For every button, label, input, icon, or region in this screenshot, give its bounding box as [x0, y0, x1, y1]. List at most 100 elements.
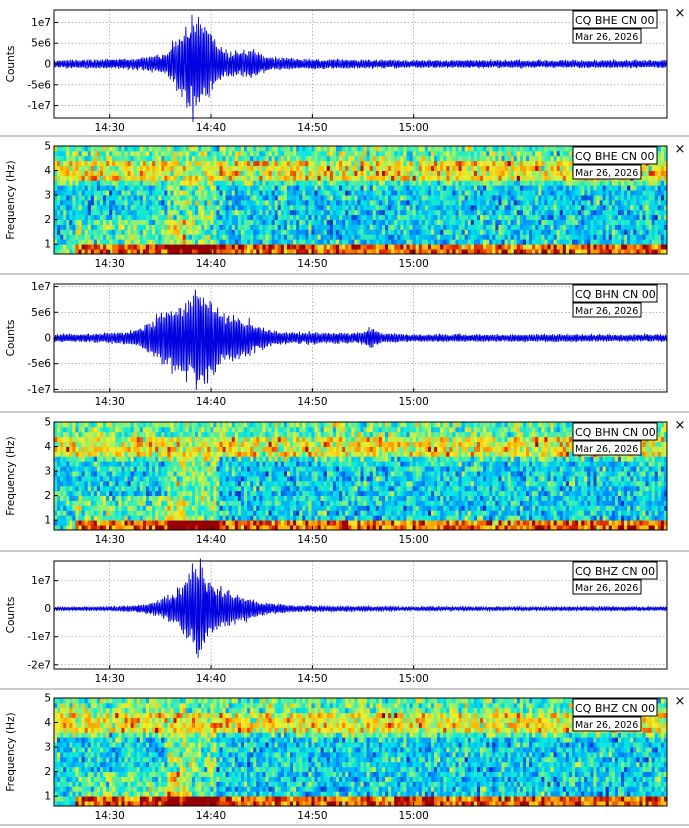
spectrogram-cell	[470, 155, 475, 162]
spectrogram-cell	[262, 224, 266, 230]
spectrogram-cell	[633, 195, 637, 201]
close-icon[interactable]: ×	[675, 142, 686, 157]
spectrogram-cell	[559, 165, 564, 171]
spectrogram-cell	[204, 150, 208, 157]
spectrogram-cell	[473, 219, 478, 225]
spectrogram-cell	[636, 224, 640, 230]
spectrogram-cell	[109, 229, 113, 235]
spectrogram-cell	[406, 209, 410, 216]
spectrogram-cell	[578, 239, 582, 245]
spectrogram-cell	[106, 510, 110, 516]
spectrogram-cell	[633, 190, 637, 196]
spectrogram-cell	[369, 160, 374, 167]
spectrogram-cell	[293, 195, 297, 201]
spectrogram-cell	[167, 224, 171, 230]
spectrogram-cell	[90, 204, 95, 211]
spectrogram-cell	[663, 214, 668, 221]
spectrogram-cell	[118, 422, 122, 428]
spectrogram-cell	[136, 185, 141, 191]
spectrogram-cell	[553, 146, 558, 152]
spectrogram-cell	[345, 249, 349, 255]
spectrogram-cell	[250, 224, 254, 230]
spectrogram-cell	[541, 175, 545, 181]
spectrogram-cell	[348, 204, 352, 211]
spectrogram-cell	[480, 200, 484, 206]
spectrogram-cell	[90, 185, 95, 191]
spectrogram-cell	[351, 204, 355, 211]
spectrogram-cell	[651, 185, 656, 191]
spectrogram-cell	[562, 249, 567, 255]
spectrogram-cell	[660, 224, 665, 230]
spectrogram-cell	[602, 190, 607, 196]
spectrogram-cell	[381, 214, 386, 221]
spectrogram-cell	[562, 244, 567, 250]
spectrogram-cell	[446, 229, 450, 235]
spectrogram-cell	[403, 244, 407, 250]
spectrogram-cell	[599, 209, 604, 216]
spectrogram-cell	[476, 195, 481, 201]
spectrogram-cell	[378, 214, 383, 221]
spectrogram-cell	[81, 505, 86, 511]
spectrogram-cell	[443, 209, 447, 216]
spectrogram-cell	[480, 239, 484, 245]
spectrogram-cell	[87, 209, 92, 216]
spectrogram-cell	[550, 160, 554, 167]
close-icon[interactable]: ×	[675, 6, 686, 21]
spectrogram-cell	[621, 229, 625, 235]
spectrogram-cell	[556, 239, 561, 245]
spectrogram-cell	[176, 239, 181, 245]
spectrogram-cell	[234, 214, 239, 221]
spectrogram-cell	[296, 200, 300, 206]
spectrogram-cell	[96, 165, 101, 171]
spectrogram-cell	[250, 214, 254, 221]
spectrogram-cell	[348, 219, 352, 225]
spectrogram-cell	[60, 249, 64, 255]
spectrogram-cell	[152, 165, 156, 171]
spectrogram-cell	[452, 195, 456, 201]
spectrogram-cell	[72, 510, 76, 516]
spectrogram-cell	[158, 204, 162, 211]
spectrogram-cell	[507, 170, 512, 176]
spectrogram-cell	[103, 451, 107, 457]
spectrogram-cell	[354, 249, 358, 255]
spectrogram-cell	[63, 510, 67, 516]
spectrogram-cell	[253, 155, 257, 162]
spectrogram-cell	[247, 239, 251, 245]
spectrogram-cell	[161, 239, 165, 245]
spectrogram-cell	[250, 175, 254, 181]
spectrogram-cell	[283, 195, 288, 201]
spectrogram-cell	[63, 480, 67, 487]
spectrogram-cell	[121, 219, 125, 225]
spectrogram-cell	[553, 185, 558, 191]
spectrogram-cell	[103, 185, 107, 191]
spectrogram-cell	[483, 190, 487, 196]
spectrogram-cell	[277, 219, 282, 225]
spectrogram-cell	[464, 195, 469, 201]
spectrogram-cell	[550, 190, 554, 196]
spectrogram-cell	[112, 185, 116, 191]
spectrogram-cell	[90, 426, 95, 433]
spectrogram-cell	[247, 195, 251, 201]
spectrogram-cell	[633, 224, 637, 230]
spectrogram-cell	[418, 209, 423, 216]
spectrogram-cell	[60, 515, 64, 521]
spectrogram-cell	[194, 224, 199, 230]
spectrogram-cell	[418, 175, 423, 181]
spectrogram-cell	[378, 209, 383, 216]
spectrogram-cell	[182, 249, 187, 255]
spectrogram-cell	[225, 170, 230, 176]
spectrogram-cell	[526, 150, 530, 157]
spectrogram-cell	[547, 229, 551, 235]
spectrogram-cell	[219, 185, 223, 191]
spectrogram-cell	[93, 155, 98, 162]
spectrogram-cell	[452, 209, 456, 216]
spectrogram-cell	[118, 480, 122, 487]
spectrogram-cell	[553, 165, 558, 171]
spectrogram-cell	[587, 224, 591, 230]
spectrogram-cell	[280, 155, 285, 162]
spectrogram-cell	[501, 160, 505, 167]
spectrogram-cell	[544, 244, 548, 250]
spectrogram-cell	[194, 160, 199, 167]
spectrogram-cell	[529, 155, 533, 162]
spectrogram-cell	[81, 461, 86, 467]
